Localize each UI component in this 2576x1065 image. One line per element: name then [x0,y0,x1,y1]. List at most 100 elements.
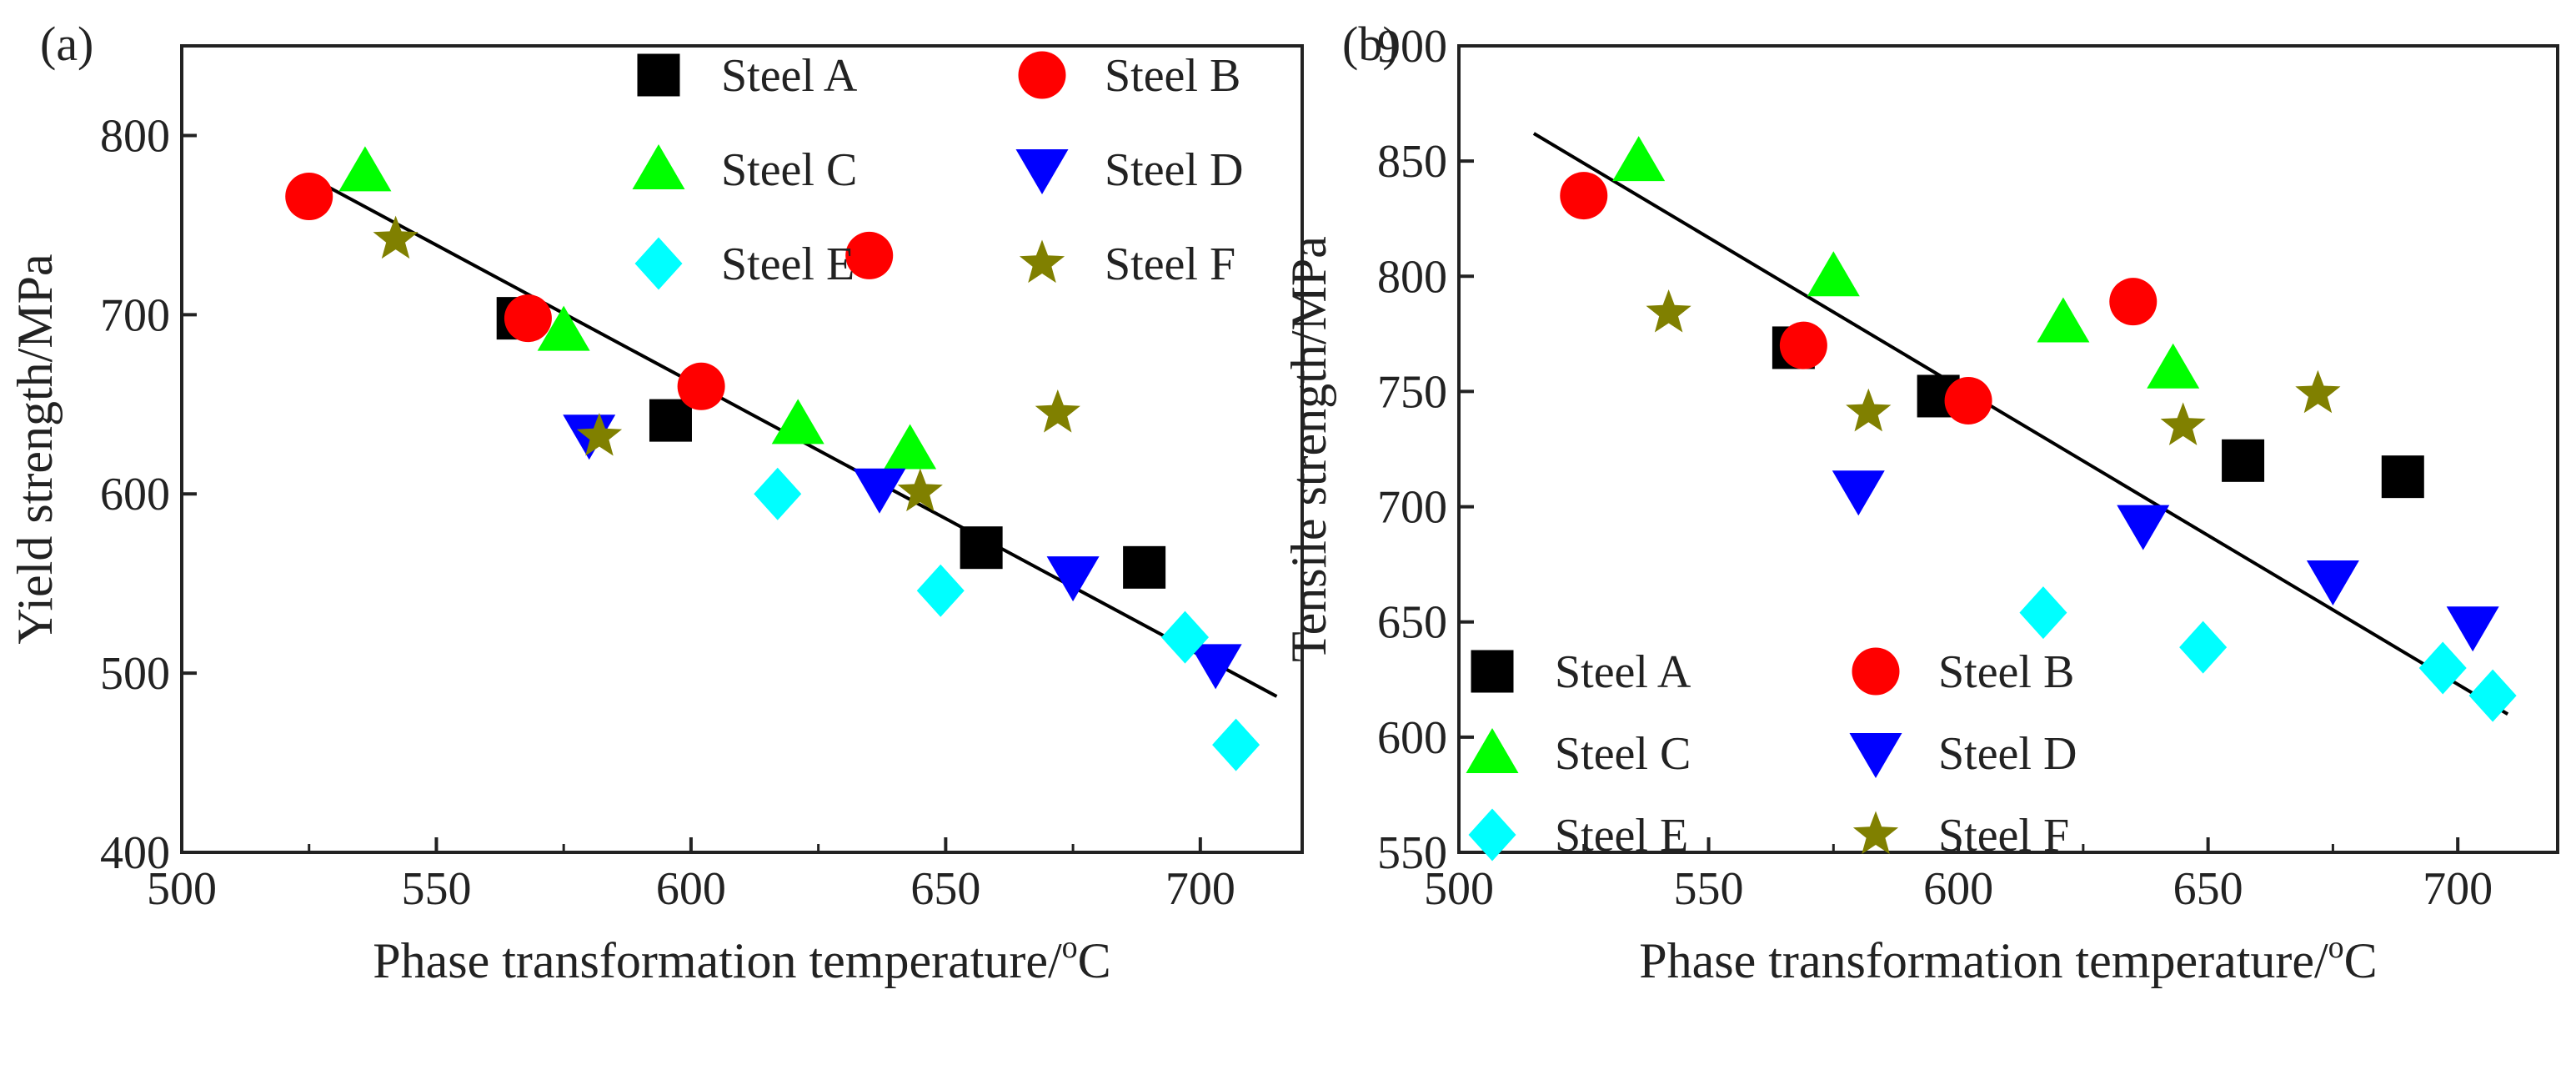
x-tick-label: 500 [147,863,217,915]
data-point-steel-b [504,294,552,343]
data-point-steel-b [1779,321,1827,369]
y-tick-label: 400 [100,827,170,879]
data-point-steel-a [649,399,692,442]
x-tick-label: 600 [1923,863,1993,915]
data-point-steel-a [1123,545,1166,589]
data-point-steel-e [2019,586,2067,640]
x-axis-label-b: Phase transformation temperature/oC [1639,930,2377,988]
y-tick-label: 900 [1377,21,1447,73]
legend-marker-steel-e [1468,808,1516,862]
data-point-steel-f [1846,388,1892,432]
data-point-steel-c [1807,251,1860,297]
legend-marker-steel-e [634,237,683,290]
data-point-steel-e [2179,620,2228,674]
legend-label-steel-f: Steel F [1938,810,2069,862]
legend-label-steel-c: Steel C [1555,728,1691,780]
x-axis-label-unit-b: C [2344,933,2378,988]
legend-label-steel-b: Steel B [1938,646,2074,698]
data-point-steel-b [2109,278,2158,326]
legend-b: Steel A Steel B Steel C Steel D Steel E Steel… [1466,646,2077,862]
data-point-steel-d [1046,556,1100,602]
data-point-steel-e [1212,718,1260,771]
legend-marker-steel-c [1466,728,1519,773]
x-tick-label: 600 [656,863,726,915]
data-point-steel-f [2160,402,2206,445]
y-tick-label: 600 [1377,712,1447,764]
data-point-steel-d [2446,606,2499,652]
x-axis-label-degree-a: o [1062,930,1078,965]
legend-label-steel-f: Steel F [1105,239,1235,290]
legend-label-steel-d: Steel D [1105,144,1243,196]
fit-line-b [1532,132,2509,716]
data-point-steel-d [2306,560,2359,605]
x-tick-label: 500 [1424,863,1494,915]
legend-marker-steel-a [1471,650,1514,693]
y-tick-label: 850 [1377,136,1447,188]
data-point-steel-c [2147,343,2200,389]
legend-label-steel-a: Steel A [1555,646,1691,698]
x-axis-label-degree-b: o [2328,930,2344,965]
y-tick-label: 500 [100,648,170,700]
data-point-steel-f [1646,289,1691,333]
plot-frame-a [180,44,1304,854]
legend-marker-steel-b [1018,51,1066,99]
y-tick-label: 600 [100,469,170,520]
x-tick-label: 550 [1674,863,1744,915]
legend-label-steel-b: Steel B [1105,50,1240,102]
legend-marker-steel-d [1849,733,1902,778]
data-point-steel-e [2468,669,2517,722]
x-tick-label: 650 [910,863,980,915]
data-point-steel-a [960,526,1003,570]
y-tick-label: 750 [1377,366,1447,418]
data-point-steel-b [285,173,333,221]
data-point-steel-e [754,467,802,520]
x-tick-label: 550 [401,863,471,915]
legend-marker-steel-f [1019,239,1065,284]
data-point-steel-e [2418,641,2467,695]
legend-a: Steel A Steel B Steel C Steel D Steel E Steel… [632,50,1243,290]
legend-label-steel-e: Steel E [721,239,854,290]
x-tick-label: 650 [2173,863,2243,915]
legend-marker-steel-b [1852,647,1900,696]
y-tick-label: 700 [1377,482,1447,534]
legend-marker-steel-d [1015,149,1069,194]
panel-label-a: (a) [40,17,93,71]
legend-marker-steel-a [637,53,680,97]
data-point-steel-d [853,468,906,514]
x-tick-label: 700 [1165,863,1235,915]
data-point-steel-d [1189,644,1242,690]
legend-marker-steel-f [1852,811,1899,855]
data-point-steel-e [1160,610,1209,664]
legend-label-steel-a: Steel A [721,50,858,102]
legend-marker-steel-c [632,144,685,189]
x-axis-label-unit-a: C [1078,933,1111,988]
data-point-steel-b [1944,376,1992,424]
data-point-steel-b [1560,172,1608,220]
panel-label-b: (b) [1342,17,1399,71]
data-point-steel-a [2222,439,2265,482]
data-point-steel-d [1832,470,1885,516]
data-point-steel-e [916,564,965,617]
data-point-steel-f [373,215,418,259]
legend-label-steel-e: Steel E [1555,810,1688,862]
legend-label-steel-d: Steel D [1938,728,2077,780]
panel-b: (b) 500 550 600 650 700550600650700750800850… [1281,17,2559,988]
data-point-steel-c [2037,297,2090,343]
y-tick-label: 800 [1377,251,1447,303]
legend-label-steel-c: Steel C [721,144,857,196]
data-point-steel-c [338,146,392,192]
x-axis-label-text-a: Phase transformation temperature/ [373,933,1062,988]
x-tick-label: 700 [2423,863,2493,915]
x-axis-label-a: Phase transformation temperature/oC [373,930,1110,988]
data-point-steel-c [884,424,937,470]
plot-frame-b [1457,44,2559,854]
data-point-steel-c [1612,136,1666,182]
y-tick-label: 550 [1377,827,1447,879]
y-axis-label-b: Tensile strength/MPa [1281,236,1336,662]
data-points-b [1560,136,2517,722]
data-point-steel-b [845,231,894,279]
